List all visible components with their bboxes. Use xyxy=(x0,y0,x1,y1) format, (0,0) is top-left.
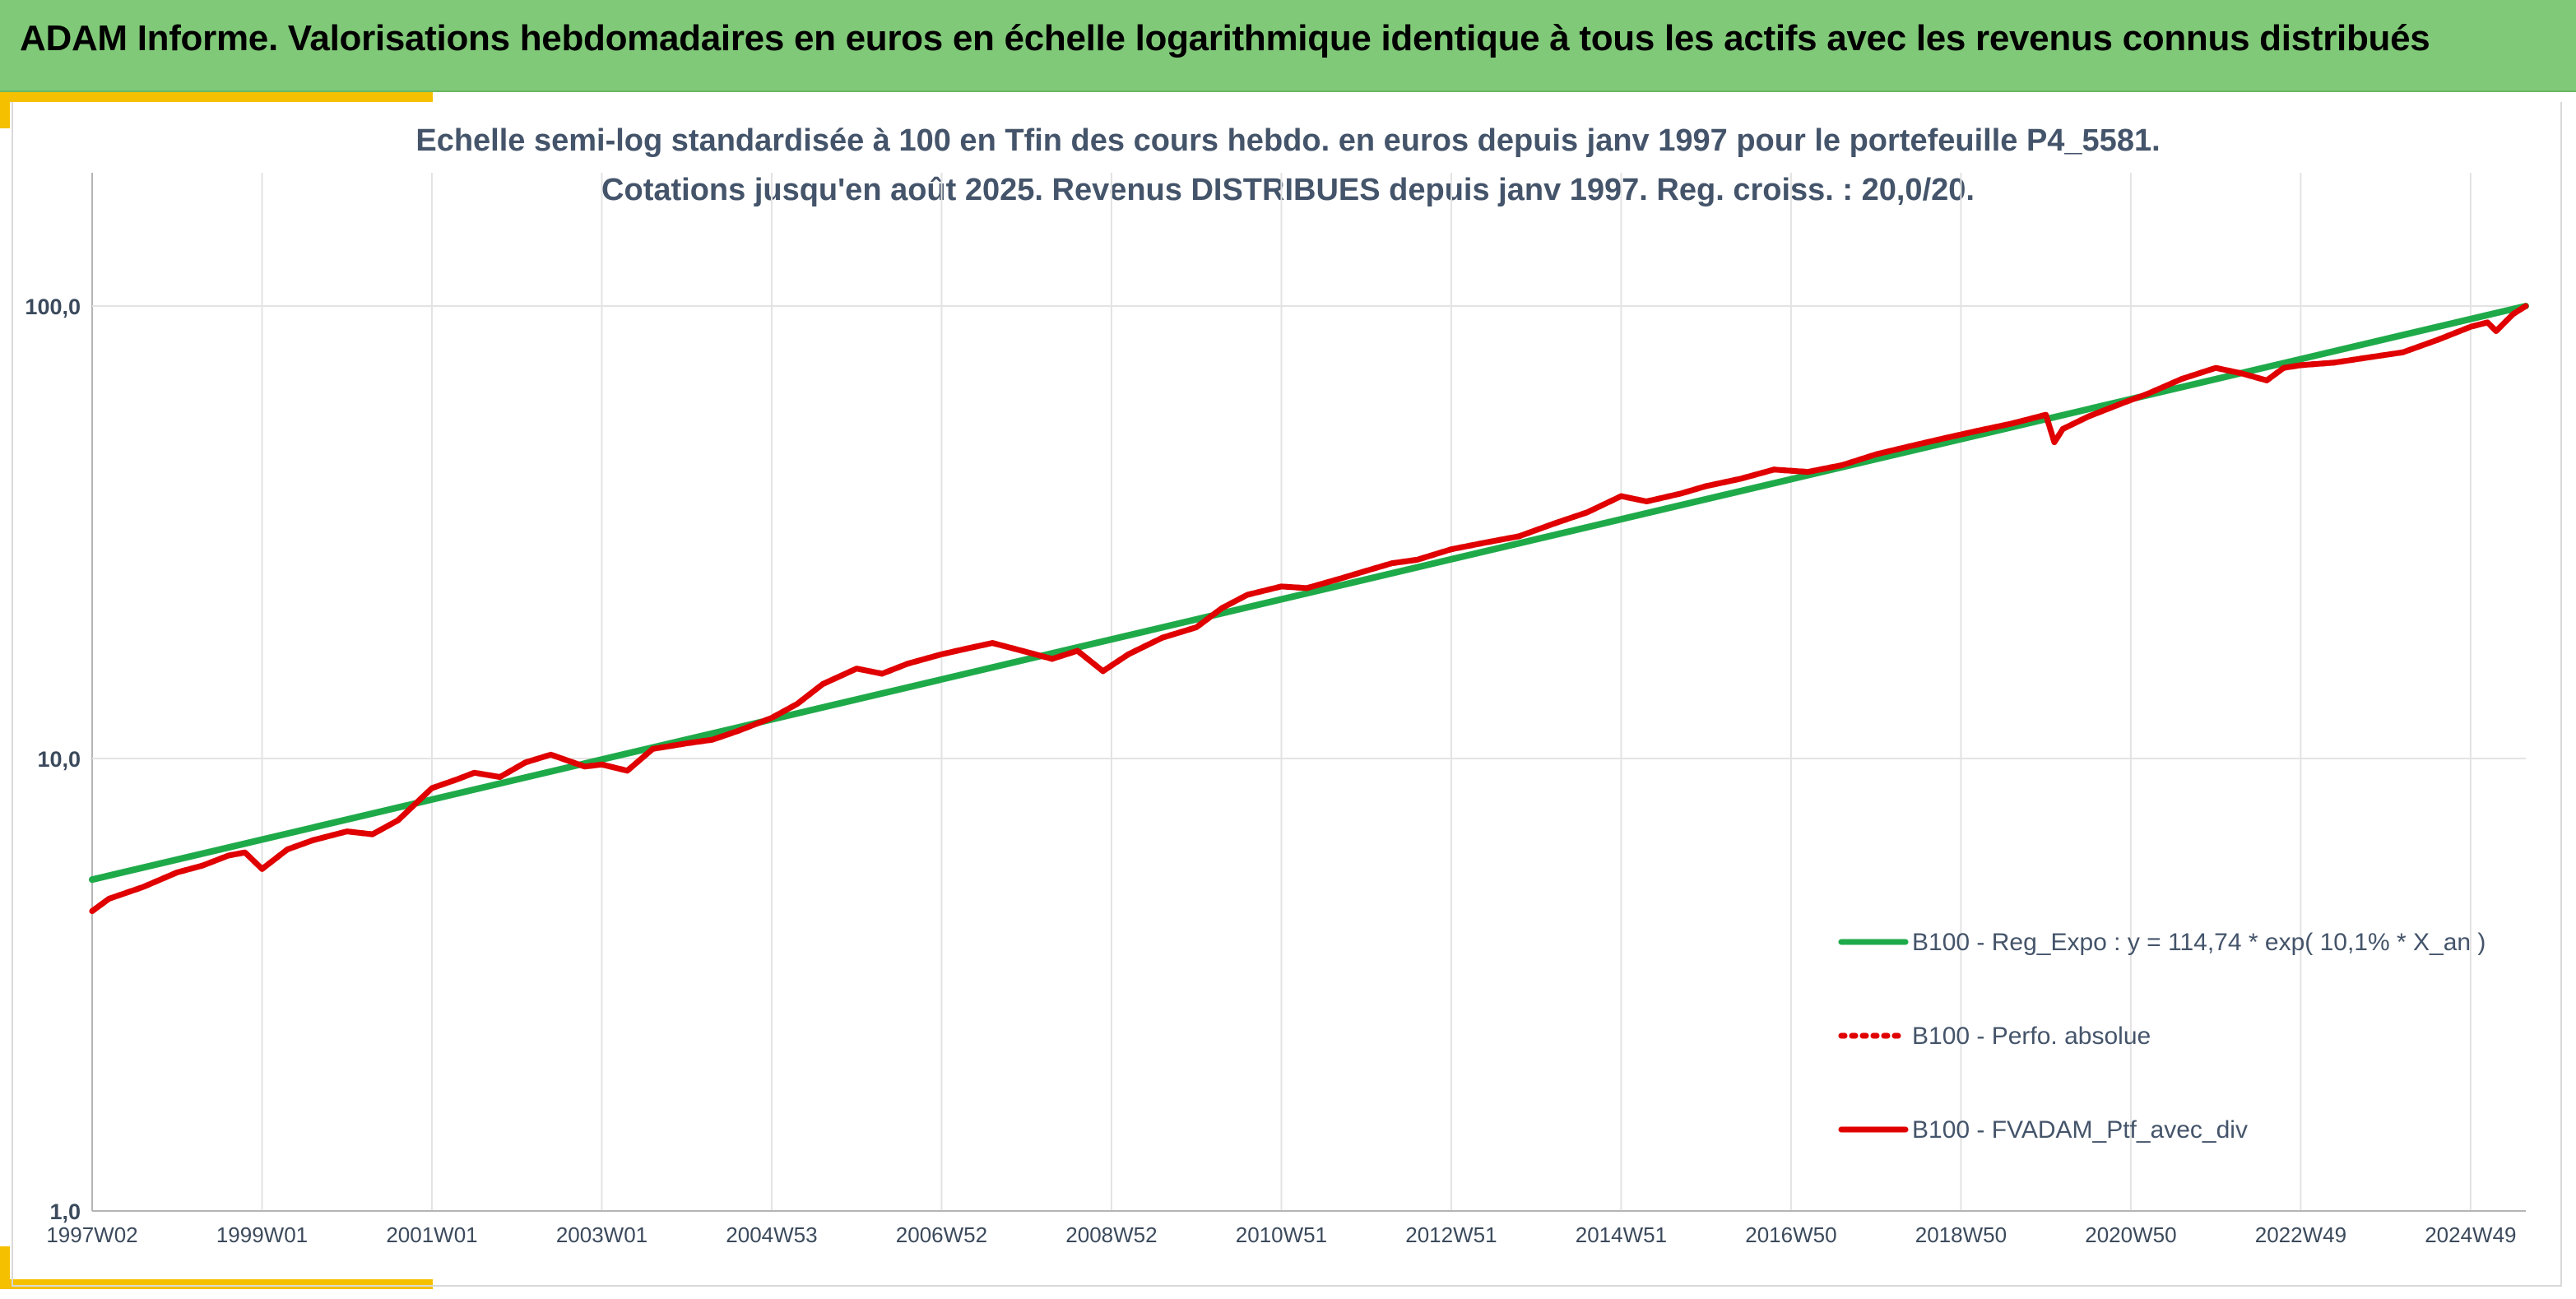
chart-grid xyxy=(91,173,2526,1212)
x-axis-ticks: 1997W02 1999W01 2001W01 2003W01 2004W53 2006W… xyxy=(46,1222,2516,1247)
x-tick-label: 2010W51 xyxy=(1236,1222,1327,1247)
page-title: ADAM Informe. Valorisations hebdomadaire… xyxy=(20,18,2430,58)
accent-bar-top xyxy=(0,92,433,102)
x-tick-label: 1999W01 xyxy=(216,1222,308,1247)
x-tick-label: 2003W01 xyxy=(556,1222,647,1247)
accent-bar-bottom xyxy=(0,1279,433,1289)
legend-label: B100 - Reg_Expo : y = 114,74 * exp( 10,1… xyxy=(1912,929,2485,956)
x-tick-label: 2020W50 xyxy=(2085,1222,2176,1247)
y-tick-label: 100,0 xyxy=(25,295,81,319)
x-tick-label: 2008W52 xyxy=(1065,1222,1157,1247)
series-line-2 xyxy=(89,303,2529,914)
x-tick-label: 2001W01 xyxy=(386,1222,477,1247)
x-tick-label: 1997W02 xyxy=(46,1222,137,1247)
y-tick-label: 1,0 xyxy=(49,1199,81,1224)
x-tick-label: 2012W51 xyxy=(1405,1222,1497,1247)
y-axis-ticks: 1,0 10,0 100,0 xyxy=(25,295,81,1224)
x-tick-label: 2018W50 xyxy=(1915,1222,2007,1247)
x-tick-label: 2004W53 xyxy=(726,1222,817,1247)
chart-series xyxy=(89,303,2529,914)
legend-label: B100 - FVADAM_Ptf_avec_div xyxy=(1912,1116,2248,1144)
x-tick-label: 2016W50 xyxy=(1745,1222,1836,1247)
series-line-0 xyxy=(89,303,2529,884)
accent-bar-bottom-vertical xyxy=(0,1246,10,1289)
x-tick-label: 2006W52 xyxy=(896,1222,987,1247)
chart-frame xyxy=(12,102,2562,1287)
x-tick-label: 2014W51 xyxy=(1576,1222,1667,1247)
y-tick-label: 10,0 xyxy=(37,747,81,772)
chart-title: Echelle semi-log standardisée à 100 en T… xyxy=(415,123,2161,158)
accent-bar-top-vertical xyxy=(0,92,10,128)
chart-legend: B100 - Reg_Expo : y = 114,74 * exp( 10,1… xyxy=(1838,929,2485,1144)
title-banner: ADAM Informe. Valorisations hebdomadaire… xyxy=(0,0,2576,92)
x-tick-label: 2022W49 xyxy=(2255,1222,2346,1247)
chart-subtitle: Cotations jusqu'en août 2025. Revenus DI… xyxy=(601,173,1975,207)
series-line-1 xyxy=(89,303,2529,914)
legend-label: B100 - Perfo. absolue xyxy=(1912,1023,2151,1050)
x-tick-label: 2024W49 xyxy=(2425,1222,2516,1247)
